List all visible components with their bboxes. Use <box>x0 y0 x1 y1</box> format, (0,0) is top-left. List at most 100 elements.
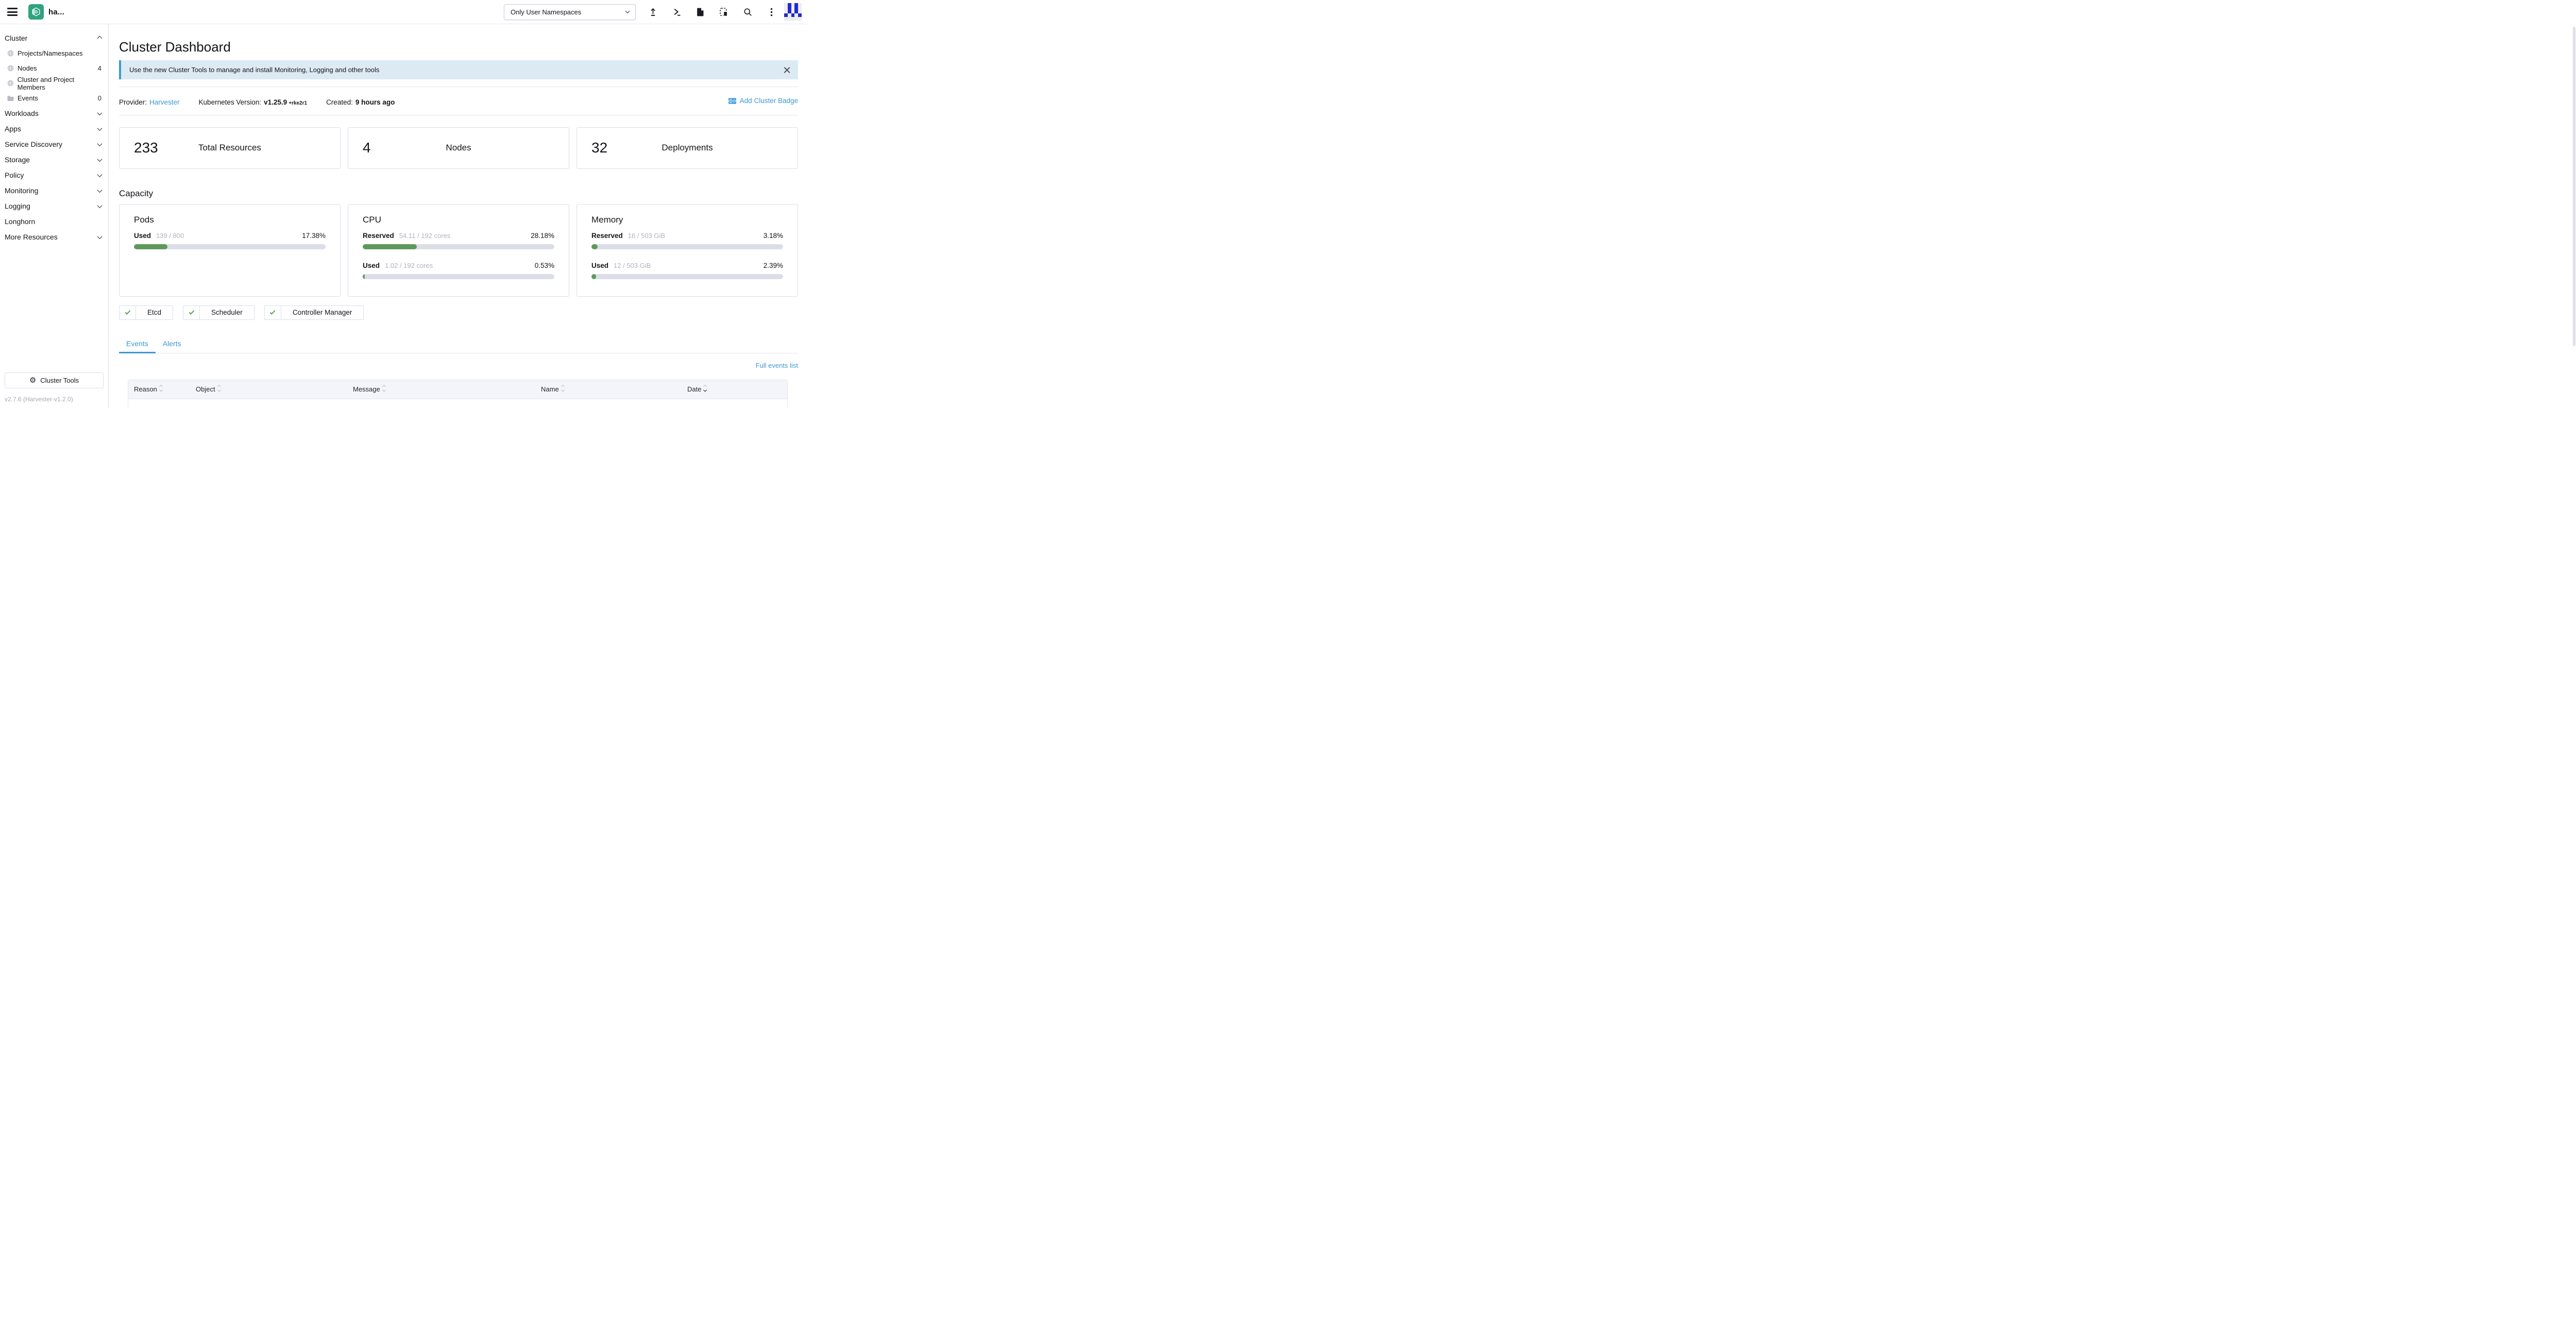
full-events-list-link[interactable]: Full events list <box>756 362 798 369</box>
column-header-object[interactable]: Object <box>190 385 347 393</box>
stat-card-nodes: 4 Nodes <box>348 127 569 169</box>
banner-text: Use the new Cluster Tools to manage and … <box>129 66 379 74</box>
column-header-date[interactable]: Date <box>682 385 787 393</box>
sidebar-item-projects-namespaces[interactable]: Projects/Namespaces <box>0 46 108 61</box>
component-label: Controller Manager <box>281 306 364 319</box>
stat-card-total-resources: 233 Total Resources <box>119 127 341 169</box>
chevron-down-icon <box>625 9 630 13</box>
search-icon[interactable] <box>743 7 752 16</box>
gauge-label: Used <box>363 262 380 269</box>
sidebar-group-label: Workloads <box>5 109 39 117</box>
sidebar-item-count: 4 <box>98 64 101 72</box>
component-scheduler: Scheduler <box>183 305 255 320</box>
progress-fill <box>363 244 417 249</box>
sidebar-group-policy[interactable]: Policy <box>0 167 108 183</box>
sidebar-item-label: Cluster and Project Members <box>18 76 101 91</box>
hamburger-menu-icon[interactable] <box>7 8 18 16</box>
chevron-down-icon <box>97 234 103 239</box>
kebab-menu-icon[interactable] <box>767 7 776 16</box>
cluster-name[interactable]: ha... <box>48 8 64 16</box>
glance-row: Provider: Harvester Kubernetes Version: … <box>119 97 798 106</box>
gauge-label: Used <box>591 262 608 269</box>
gauge-label: Used <box>134 232 151 240</box>
gauge-memory-reserved: Reserved 16 / 503 GiB 3.18% <box>591 232 783 249</box>
column-header-reason[interactable]: Reason <box>128 385 190 393</box>
top-bar: ha... Only User Namespaces <box>0 0 808 24</box>
sidebar-group-service-discovery[interactable]: Service Discovery <box>0 137 108 152</box>
sidebar-item-events[interactable]: Events 0 <box>0 91 108 106</box>
sidebar-group-label: Logging <box>5 202 30 210</box>
sidebar-group-cluster[interactable]: Cluster <box>0 30 108 46</box>
k8s-version-value: v1.25.9 <box>264 98 287 106</box>
column-header-name[interactable]: Name <box>535 385 682 393</box>
namespace-filter-dropdown[interactable]: Only User Namespaces <box>504 4 636 20</box>
sidebar-group-monitoring[interactable]: Monitoring <box>0 183 108 198</box>
tab-bar: Events Alerts <box>119 336 798 353</box>
sidebar-group-longhorn[interactable]: Longhorn <box>0 214 108 229</box>
progress-bar <box>591 274 783 279</box>
stat-label: Deployments <box>577 143 798 153</box>
gauge-fraction: 54.11 / 192 cores <box>399 232 451 240</box>
chevron-down-icon <box>97 126 103 131</box>
close-icon[interactable] <box>784 66 790 73</box>
capacity-row: Pods Used 139 / 800 17.38% CPU Res <box>119 204 798 297</box>
sidebar-group-apps[interactable]: Apps <box>0 121 108 137</box>
sidebar-group-storage[interactable]: Storage <box>0 152 108 167</box>
gauge-cpu-reserved: Reserved 54.11 / 192 cores 28.18% <box>363 232 554 249</box>
sort-icon <box>218 385 221 392</box>
sidebar-item-label: Events <box>18 94 38 102</box>
version-text: v2.7.6 (Harvester-v1.2.0) <box>5 396 104 403</box>
sidebar-item-label: Nodes <box>18 64 37 72</box>
sidebar-item-nodes[interactable]: Nodes 4 <box>0 61 108 76</box>
sidebar-group-label: Longhorn <box>5 217 35 226</box>
download-kubeconfig-icon[interactable] <box>696 7 705 16</box>
check-icon <box>120 306 136 319</box>
sidebar-item-cluster-and-project-members[interactable]: Cluster and Project Members <box>0 76 108 91</box>
main-content: Cluster Dashboard Use the new Cluster To… <box>109 24 808 408</box>
cluster-tools-button[interactable]: Cluster Tools <box>5 372 104 388</box>
harvester-logo[interactable] <box>28 4 44 20</box>
component-etcd: Etcd <box>119 305 173 320</box>
events-table: Reason Object Message Name Date <box>128 380 788 409</box>
page-title: Cluster Dashboard <box>119 39 798 55</box>
sidebar-group-workloads[interactable]: Workloads <box>0 106 108 121</box>
capacity-card-title: Pods <box>134 215 326 225</box>
tab-events[interactable]: Events <box>119 336 156 353</box>
tab-alerts[interactable]: Alerts <box>156 336 189 353</box>
import-yaml-icon[interactable] <box>648 7 657 16</box>
gauge-label: Reserved <box>591 232 623 240</box>
k8s-version-suffix: +rke2r1 <box>289 100 307 106</box>
sidebar-group-more-resources[interactable]: More Resources <box>0 229 108 245</box>
component-label: Scheduler <box>200 306 254 319</box>
capacity-card-cpu: CPU Reserved 54.11 / 192 cores 28.18% Us… <box>348 204 569 297</box>
gauge-percent: 28.18% <box>531 232 554 240</box>
stat-label: Total Resources <box>120 143 340 153</box>
badge-icon <box>728 97 736 105</box>
sort-icon <box>562 385 564 392</box>
progress-bar <box>591 244 783 249</box>
namespace-filter-value: Only User Namespaces <box>511 8 581 16</box>
avatar[interactable] <box>784 3 802 21</box>
sidebar-group-label: Monitoring <box>5 186 38 195</box>
globe-icon <box>7 50 14 57</box>
copy-kubeconfig-icon[interactable] <box>719 7 728 16</box>
gauge-percent: 2.39% <box>764 262 783 269</box>
k8s-version-label: Kubernetes Version: <box>199 98 262 106</box>
globe-icon <box>7 80 14 87</box>
add-cluster-badge-link[interactable]: Add Cluster Badge <box>728 97 798 105</box>
kubectl-shell-icon[interactable] <box>672 7 681 16</box>
provider-link[interactable]: Harvester <box>149 98 180 106</box>
chevron-down-icon <box>97 110 103 115</box>
sidebar-group-label: Policy <box>5 171 24 179</box>
chevron-up-icon <box>97 36 103 41</box>
capacity-card-memory: Memory Reserved 16 / 503 GiB 3.18% Used … <box>577 204 798 297</box>
scrollbar[interactable] <box>2573 27 2575 346</box>
add-cluster-badge-label: Add Cluster Badge <box>740 97 798 105</box>
progress-bar <box>134 244 326 249</box>
cluster-tools-banner: Use the new Cluster Tools to manage and … <box>119 60 798 79</box>
component-controller-manager: Controller Manager <box>264 305 364 320</box>
sidebar-group-logging[interactable]: Logging <box>0 198 108 214</box>
gauge-fraction: 139 / 800 <box>156 232 184 240</box>
column-header-message[interactable]: Message <box>347 385 535 393</box>
harvester-logo-icon <box>30 6 42 18</box>
